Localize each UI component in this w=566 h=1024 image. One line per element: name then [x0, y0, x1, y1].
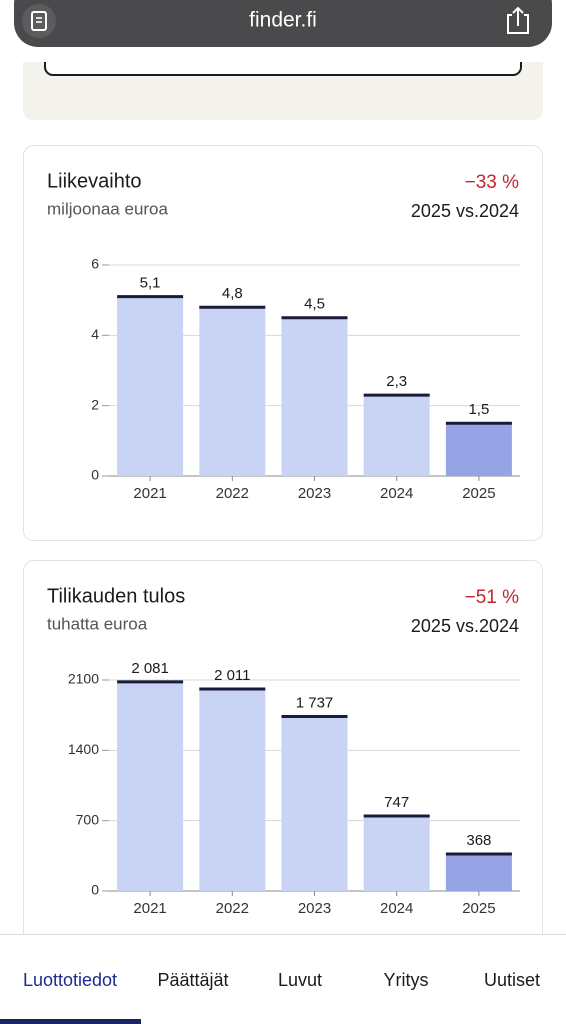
value-label: 747 — [384, 794, 409, 811]
y-tick-label: 4 — [91, 326, 99, 342]
bar — [363, 815, 430, 891]
change: −33 % — [465, 172, 520, 193]
y-tick-label: 0 — [91, 882, 99, 898]
bar — [117, 296, 184, 476]
y-tick-label: 0 — [91, 467, 99, 483]
chart-title: Tilikauden tulos — [47, 585, 185, 607]
change: −51 % — [465, 587, 520, 608]
reader-icon — [31, 11, 47, 31]
x-tick-label: 2023 — [298, 900, 331, 917]
bar — [445, 423, 512, 476]
x-tick-label: 2022 — [216, 485, 249, 502]
value-label: 368 — [466, 832, 491, 849]
url[interactable]: finder.fi — [249, 9, 317, 32]
y-tick-label: 2100 — [68, 671, 99, 687]
bar — [199, 307, 266, 476]
value-label: 2 081 — [131, 660, 169, 677]
value-label: 1 737 — [296, 694, 334, 711]
chart-subtitle: tuhatta euroa — [47, 614, 148, 633]
bar — [363, 395, 430, 476]
value-label: 2,3 — [386, 373, 407, 390]
bar — [281, 317, 348, 476]
y-tick-label: 700 — [76, 811, 100, 827]
value-label: 1,5 — [468, 401, 489, 418]
y-tick-label: 6 — [91, 256, 99, 272]
value-label: 4,8 — [222, 285, 243, 302]
nav-tab[interactable]: Luottotiedot — [23, 970, 117, 990]
x-tick-label: 2023 — [298, 485, 331, 502]
x-tick-label: 2022 — [216, 900, 249, 917]
nav-tab[interactable]: Luvut — [278, 970, 322, 990]
chart-title: Liikevaihto — [47, 170, 142, 192]
value-label: 4,5 — [304, 296, 325, 313]
bar — [199, 688, 266, 891]
y-tick-label: 2 — [91, 396, 99, 412]
bottom-nav — [0, 934, 566, 1024]
comparison: 2025 vs.2024 — [411, 201, 519, 221]
value-label: 2 011 — [214, 667, 250, 684]
reader-button[interactable] — [22, 4, 56, 38]
share-icon[interactable] — [507, 6, 529, 34]
x-tick-label: 2021 — [133, 485, 166, 502]
chart-subtitle: miljoonaa euroa — [47, 199, 169, 218]
x-tick-label: 2021 — [133, 900, 166, 917]
bar — [445, 854, 512, 891]
x-tick-label: 2025 — [462, 485, 495, 502]
y-tick-label: 1400 — [68, 741, 99, 757]
x-tick-label: 2025 — [462, 900, 495, 917]
bar — [281, 716, 348, 891]
x-tick-label: 2024 — [380, 900, 413, 917]
charts: Liikevaihto miljoonaa euroa −33 % 2025 vs.2… — [47, 170, 520, 917]
comparison: 2025 vs.2024 — [411, 616, 519, 636]
nav-tab[interactable]: Yritys — [384, 970, 429, 990]
value-label: 5,1 — [140, 275, 161, 292]
browser-bar — [14, 0, 552, 47]
x-tick-label: 2024 — [380, 485, 413, 502]
nav-tab[interactable]: Päättäjät — [157, 970, 228, 990]
nav-tab[interactable]: Uutiset — [484, 970, 540, 990]
bar — [117, 681, 184, 891]
active-tab-indicator — [0, 1019, 141, 1024]
